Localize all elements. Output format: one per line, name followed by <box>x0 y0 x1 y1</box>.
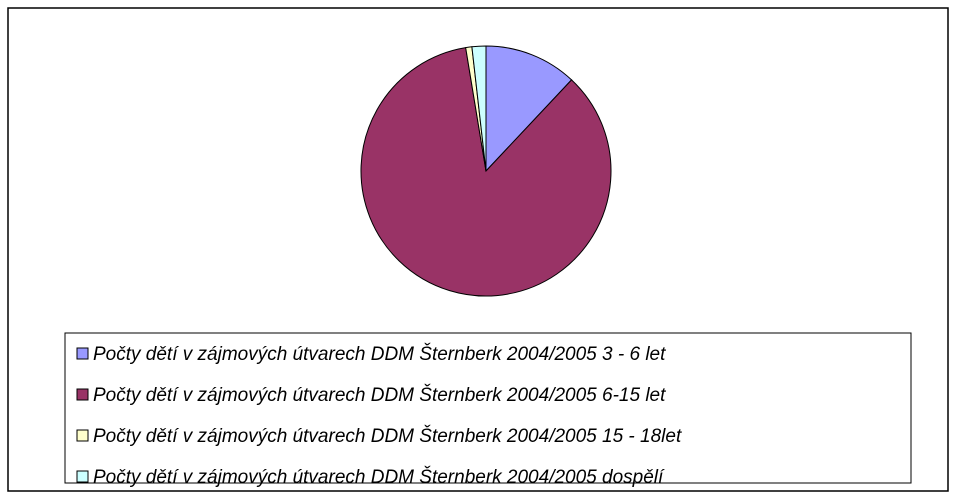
pie-slice <box>471 45 487 172</box>
legend-label: Počty dětí v zájmových útvarech DDM Šter… <box>93 425 682 447</box>
pie-slice <box>485 45 573 173</box>
legend-swatch <box>76 388 89 401</box>
legend-label: Počty dětí v zájmových útvarech DDM Šter… <box>93 466 665 488</box>
legend-label: Počty dětí v zájmových útvarech DDM Šter… <box>93 343 666 365</box>
legend-box <box>64 332 912 484</box>
pie-slice <box>360 47 612 297</box>
legend-swatch <box>76 429 89 442</box>
legend-label: Počty dětí v zájmových útvarech DDM Šter… <box>93 384 666 406</box>
legend-swatch <box>76 347 89 360</box>
legend-swatch <box>76 470 89 483</box>
